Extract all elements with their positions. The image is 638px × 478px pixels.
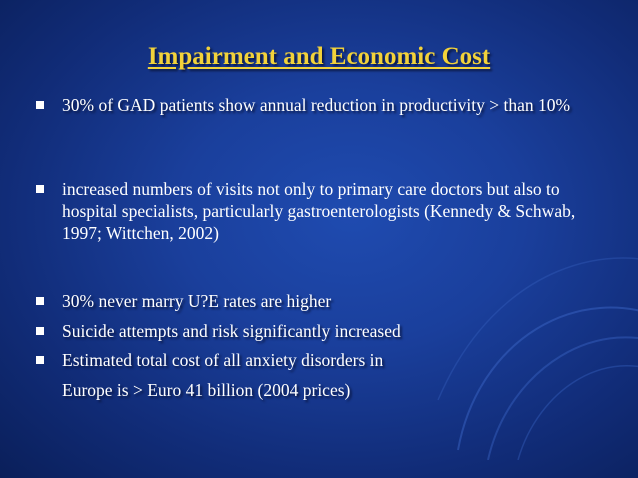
bullet-text: Suicide attempts and risk significantly …	[62, 321, 401, 341]
square-bullet-icon	[36, 297, 44, 305]
bullet-item-cost: Estimated total cost of all anxiety diso…	[36, 349, 606, 371]
bullet-text: 30% never marry U?E rates are higher	[62, 291, 332, 311]
square-bullet-icon	[36, 101, 44, 109]
bullet-text: 30% of GAD patients show annual reductio…	[62, 95, 571, 115]
bullet-item-visits: increased numbers of visits not only to …	[36, 178, 606, 244]
square-bullet-icon	[36, 185, 44, 193]
square-bullet-icon	[36, 327, 44, 335]
bullet-item-marriage: 30% never marry U?E rates are higher	[36, 290, 606, 312]
slide-title: Impairment and Economic Cost	[147, 43, 491, 70]
bullet-item-productivity: 30% of GAD patients show annual reductio…	[36, 94, 606, 116]
bullet-text: increased numbers of visits not only to …	[62, 179, 576, 243]
bullet-item-suicide: Suicide attempts and risk significantly …	[36, 320, 606, 342]
square-bullet-icon	[36, 356, 44, 364]
bullet-text: Estimated total cost of all anxiety diso…	[62, 350, 384, 370]
bullet-continuation: Europe is > Euro 41 billion (2004 prices…	[62, 380, 351, 400]
